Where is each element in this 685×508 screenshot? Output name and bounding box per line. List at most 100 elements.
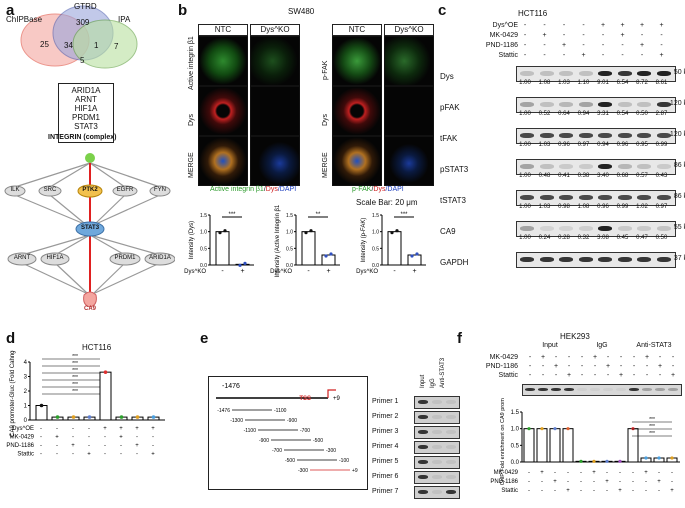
- group-label: Input: [542, 342, 558, 349]
- blot-band: [559, 164, 573, 169]
- blot-band: [539, 71, 554, 76]
- gel-band: [418, 430, 428, 434]
- gel-band: [432, 400, 442, 404]
- y-tick-label: 0.5: [372, 246, 379, 252]
- condition-sign: -: [567, 479, 569, 485]
- condition-sign: -: [580, 470, 582, 476]
- y-tick-label: 0.5: [286, 246, 293, 252]
- bar: [387, 231, 402, 266]
- legend-right-b: /: [371, 186, 374, 193]
- bar: [549, 428, 561, 463]
- data-point: [631, 427, 635, 431]
- micrograph-merge2-ntc: [332, 136, 382, 186]
- blot-kda: 55 kDa: [673, 224, 685, 231]
- condition-sign: +: [553, 363, 559, 370]
- node-fyn: FYN: [154, 187, 166, 193]
- condition-sign: +: [561, 42, 567, 49]
- blot-quant: 3.08: [597, 235, 609, 241]
- blot-band: [637, 133, 651, 138]
- x-category-label: +: [326, 268, 330, 275]
- micrograph-pfak-ntc: [332, 36, 382, 86]
- y-tick-label: 3: [24, 375, 28, 381]
- blot-quant: 0.47: [636, 235, 648, 241]
- y-tick-label: 4: [24, 360, 28, 366]
- node-src: SRC: [43, 187, 57, 193]
- condition-sign: -: [621, 42, 624, 49]
- panel-a-label: a: [6, 2, 15, 19]
- col-header-ntc-left: NTC: [198, 24, 248, 36]
- primer-label: Primer 1: [372, 398, 399, 405]
- condition-label: MK-0429: [489, 354, 518, 361]
- blot-name: tSTAT3: [440, 196, 466, 205]
- gel-band: [577, 388, 587, 391]
- condition-sign: -: [606, 354, 610, 361]
- blot-band: [656, 71, 671, 76]
- condition-sign: -: [104, 452, 106, 458]
- sig-label: ***: [649, 417, 655, 423]
- condition-label: Stattic: [498, 52, 518, 59]
- blot-band: [637, 102, 651, 107]
- legend-left-a: Active integrin β1: [210, 186, 264, 193]
- condition-sign: -: [580, 354, 584, 361]
- bar: [35, 405, 48, 421]
- micrograph-integrin-ko: [250, 36, 300, 86]
- condition-label: PND-1186: [485, 42, 518, 49]
- condition-sign: +: [592, 470, 596, 476]
- micrograph-merge-ntc: [198, 136, 248, 186]
- blot-quant: 0.43: [655, 173, 668, 179]
- x-category-label: -: [221, 268, 224, 275]
- bar: [215, 231, 230, 266]
- condition-sign: +: [639, 42, 645, 49]
- gel-band: [525, 388, 535, 391]
- gel-band: [616, 388, 626, 391]
- y-axis-label: CA9 promoter-Gluc (Fold Cahnge): [10, 350, 16, 437]
- condition-sign: -: [645, 479, 647, 485]
- condition-sign: -: [606, 488, 608, 494]
- blot-quant: 0.24: [538, 235, 551, 241]
- venn-n-23: 1: [94, 41, 99, 50]
- condition-sign: +: [644, 470, 648, 476]
- blot-quant: 0.32: [577, 235, 590, 241]
- data-point: [238, 263, 242, 267]
- blot-quant: 1.00: [519, 80, 531, 86]
- bar: [407, 254, 422, 266]
- condition-sign: -: [541, 479, 543, 485]
- blot-quant: 1.00: [519, 173, 531, 179]
- condition-label: PND-1186: [490, 479, 518, 485]
- condition-sign: -: [528, 470, 530, 476]
- y-axis-label: Intensity (Dys): [189, 221, 195, 259]
- gel-strip: [414, 426, 460, 439]
- gel-strip: [414, 486, 460, 499]
- condition-sign: +: [592, 354, 598, 361]
- y-tick-label: 1.0: [200, 230, 207, 236]
- blot-band: [520, 102, 534, 107]
- condition-sign: -: [640, 32, 644, 39]
- condition-sign: -: [619, 354, 623, 361]
- condition-sign: -: [543, 22, 546, 29]
- condition-sign: -: [640, 52, 644, 59]
- blot-quant: 1.00: [519, 111, 531, 117]
- gel-band: [668, 388, 678, 391]
- blot-band: [617, 133, 632, 138]
- data-point: [39, 403, 44, 408]
- venn-label-ipa: IPA: [118, 15, 131, 24]
- data-point: [304, 231, 308, 235]
- condition-sign: +: [670, 488, 674, 494]
- blot-kda: 120 kDa: [669, 100, 685, 107]
- condition-sign: +: [566, 372, 572, 379]
- range-end: -1100: [274, 408, 287, 414]
- blot-band: [539, 257, 554, 262]
- panel-e-label: e: [200, 330, 209, 347]
- blot-quant: 0.96: [616, 142, 629, 148]
- gel-band: [432, 445, 442, 449]
- gel-band: [432, 490, 442, 494]
- condition-sign: -: [567, 470, 569, 476]
- blot-name: pFAK: [440, 103, 460, 112]
- condition-sign: -: [88, 426, 90, 432]
- map-left-label: -1476: [222, 383, 240, 390]
- gel-band: [418, 475, 428, 479]
- legend-left-c: Dys: [265, 186, 278, 193]
- node-stat3: STAT3: [80, 225, 100, 231]
- blot-quant: 0.52: [538, 111, 551, 117]
- blot-quant: 6.54: [616, 80, 629, 86]
